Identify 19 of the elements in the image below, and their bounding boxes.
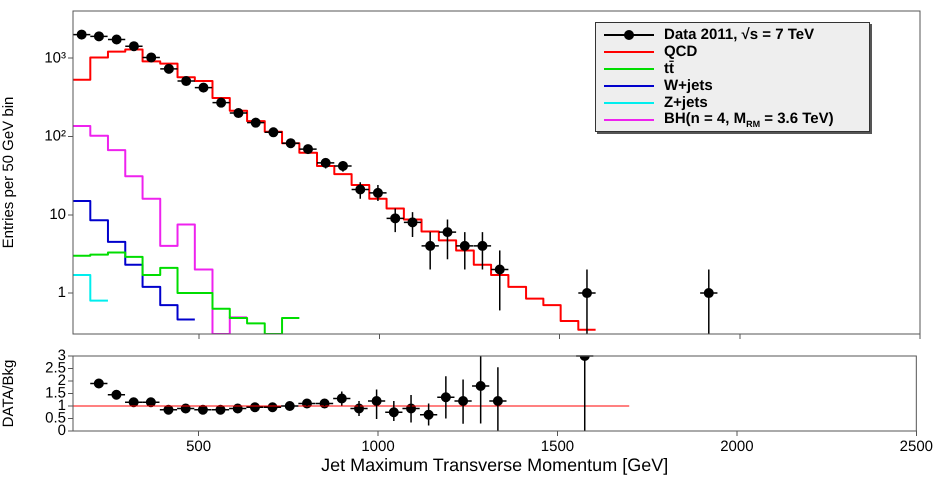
legend-label: Data 2011, √s = 7 TeV bbox=[664, 26, 814, 43]
legend-label: BH(n = 4, M$_{RM}$ = 3.6 TeV) bbox=[664, 110, 834, 129]
legend-label: QCD bbox=[664, 43, 698, 60]
y-axis-title: DATA/Bkg bbox=[0, 360, 18, 428]
legend-label: W+jets bbox=[664, 77, 713, 94]
x-tick-label: 1000 bbox=[361, 438, 395, 456]
legend-label: tt̄ bbox=[664, 60, 674, 77]
legend-label: Z+jets bbox=[664, 94, 708, 111]
y-tick-label: 10³ bbox=[44, 49, 66, 66]
x-tick-label: 2000 bbox=[720, 438, 754, 456]
y-tick-label: 10 bbox=[49, 206, 66, 223]
y-axis-title: Entries per 50 GeV bin bbox=[0, 96, 18, 248]
y-tick-label: 0 bbox=[58, 422, 66, 440]
y-tick-label: 10² bbox=[44, 128, 66, 145]
x-tick-label: 500 bbox=[186, 438, 212, 456]
y-tick-label: 1 bbox=[58, 284, 66, 302]
x-tick-label: 1500 bbox=[540, 438, 574, 456]
x-axis-title: Jet Maximum Transverse Momentum [GeV] bbox=[321, 455, 668, 476]
x-tick-label: 2500 bbox=[900, 438, 934, 456]
